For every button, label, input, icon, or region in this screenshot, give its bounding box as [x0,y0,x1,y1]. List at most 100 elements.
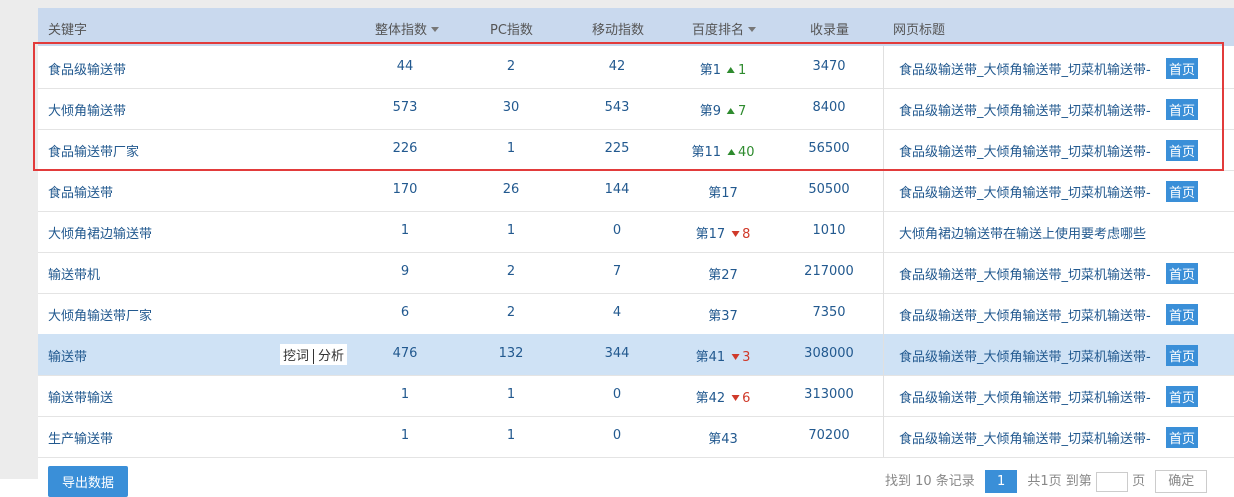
rank-change: 8 [725,227,750,242]
rank-change: 3 [725,350,750,365]
found-count: 找到 10 条记录 [885,474,975,489]
rank: 第17 [708,186,738,201]
confirm-button[interactable]: 确定 [1155,470,1208,493]
header-pc: PC指数 [490,23,533,38]
table-row: 输送带输送 1 1 0 第42 6 313000 食品级输送带_大倾角输送带_切菜机输送带- 首… [38,375,1234,417]
overall-index: 9 [400,264,410,279]
rank-cell: 第11 40 [691,141,754,160]
page-title[interactable]: 食品级输送带_大倾角输送带_切菜机输送带- [899,145,1151,160]
rank-cell: 第41 3 [696,346,751,365]
keyword[interactable]: 生产输送带 [48,432,114,447]
rank-cell: 第1 1 [700,59,747,78]
pc-index: 2 [506,264,516,279]
table-header: 关键字 整体指数 PC指数 移动指数 百度排名 收录量 网页标题 [38,8,1234,46]
page-title[interactable]: 大倾角裙边输送带在输送上使用要考虑哪些 [899,227,1147,242]
keyword[interactable]: 食品输送带厂家 [48,145,140,160]
rank-change: 6 [725,391,750,406]
rank-cell: 第17 8 [696,223,751,242]
keyword[interactable]: 大倾角输送带厂家 [48,309,153,324]
pc-index: 30 [502,100,520,115]
home-badge[interactable]: 首页 [1166,263,1199,284]
rank: 第37 [708,309,738,324]
page-title[interactable]: 食品级输送带_大倾角输送带_切菜机输送带- [899,186,1151,201]
rank: 第1 [699,63,721,78]
home-badge[interactable]: 首页 [1166,140,1199,161]
overall-index: 1 [400,387,410,402]
keyword[interactable]: 大倾角输送带 [48,104,127,119]
mobile-index: 543 [604,100,630,115]
header-overall[interactable]: 整体指数 [375,19,439,38]
keyword[interactable]: 输送带输送 [48,391,114,406]
page-input[interactable] [1095,471,1128,492]
page-title[interactable]: 食品级输送带_大倾角输送带_切菜机输送带- [899,63,1151,78]
mobile-index: 344 [604,346,630,361]
rank: 第11 [691,145,721,160]
page-unit: 页 [1132,474,1146,489]
table-row: 大倾角裙边输送带 1 1 0 第17 8 1010 大倾角裙边输送带在输送上使用要考虑哪些 [38,211,1234,253]
page-title[interactable]: 食品级输送带_大倾角输送带_切菜机输送带- [899,350,1151,365]
action-link[interactable]: 分析 [313,349,345,364]
export-button[interactable]: 导出数据 [48,466,129,497]
rank: 第42 [695,391,726,406]
home-badge[interactable]: 首页 [1166,181,1199,202]
rank-change: 40 [721,145,755,160]
rank-cell: 第9 7 [700,100,747,119]
keyword[interactable]: 输送带机 [48,268,101,283]
rank: 第41 [695,350,726,365]
overall-index: 226 [392,141,418,156]
rank-cell: 第37 [708,305,738,324]
action-link[interactable]: 挖词 [283,349,310,364]
home-badge[interactable]: 首页 [1166,304,1199,325]
page-title[interactable]: 食品级输送带_大倾角输送带_切菜机输送带- [899,104,1151,119]
home-badge[interactable]: 首页 [1166,345,1199,366]
header-rank[interactable]: 百度排名 [692,19,756,38]
top-bar [38,0,1234,8]
keyword[interactable]: 输送带 [48,350,88,365]
home-badge[interactable]: 首页 [1166,58,1199,79]
indexed-count: 3470 [812,59,846,74]
keyword[interactable]: 食品输送带 [48,186,114,201]
indexed-count: 70200 [808,428,850,443]
pc-index: 2 [506,305,516,320]
rank: 第17 [695,227,726,242]
page-current[interactable]: 1 [984,470,1018,493]
keyword[interactable]: 食品级输送带 [48,63,127,78]
page-title[interactable]: 食品级输送带_大倾角输送带_切菜机输送带- [899,391,1151,406]
page-title[interactable]: 食品级输送带_大倾角输送带_切菜机输送带- [899,432,1151,447]
overall-index: 170 [392,182,418,197]
rank: 第43 [708,432,738,447]
indexed-count: 7350 [812,305,846,320]
indexed-count: 308000 [804,346,854,361]
keyword[interactable]: 大倾角裙边输送带 [48,227,153,242]
rank-cell: 第42 6 [696,387,751,406]
mobile-index: 225 [604,141,630,156]
column-divider [883,46,884,457]
pc-index: 132 [498,346,524,361]
home-badge[interactable]: 首页 [1166,99,1199,120]
highlight-box [33,42,1224,171]
home-badge[interactable]: 首页 [1166,386,1199,407]
mobile-index: 4 [612,305,622,320]
goto-label: 到第 [1065,474,1092,489]
mobile-index: 7 [612,264,622,279]
rank-cell: 第43 [708,428,738,447]
table-row: 输送带 挖词 分析 476 132 344 第41 3 308000 食品级输送带_大倾角输送带_… [38,334,1234,376]
page-title[interactable]: 食品级输送带_大倾角输送带_切菜机输送带- [899,309,1151,324]
pagination: 找到 10 条记录 1 共1页 到第 页 确定 [885,470,1208,493]
header-page-title: 网页标题 [893,23,946,38]
overall-index: 44 [396,59,414,74]
header-indexed: 收录量 [810,23,850,38]
table-row: 食品输送带 170 26 144 第17 50500 食品级输送带_大倾角输送带_切菜机输送… [38,170,1234,212]
indexed-count: 217000 [804,264,854,279]
indexed-count: 50500 [808,182,850,197]
indexed-count: 8400 [812,100,846,115]
pc-index: 2 [506,59,516,74]
sidebar [0,0,38,479]
header-mobile: 移动指数 [592,23,645,38]
table-row: 生产输送带 1 1 0 第43 70200 食品级输送带_大倾角输送带_切菜机输送带- 首页 [38,416,1234,458]
page-title[interactable]: 食品级输送带_大倾角输送带_切菜机输送带- [899,268,1151,283]
home-badge[interactable]: 首页 [1166,427,1199,448]
table-row: 大倾角输送带厂家 6 2 4 第37 7350 食品级输送带_大倾角输送带_切菜机输送带- 首… [38,293,1234,335]
table-row: 食品级输送带 44 2 42 第1 1 3470 食品级输送带_大倾角输送带_切菜机输送带- 首… [38,47,1234,89]
overall-index: 573 [392,100,418,115]
